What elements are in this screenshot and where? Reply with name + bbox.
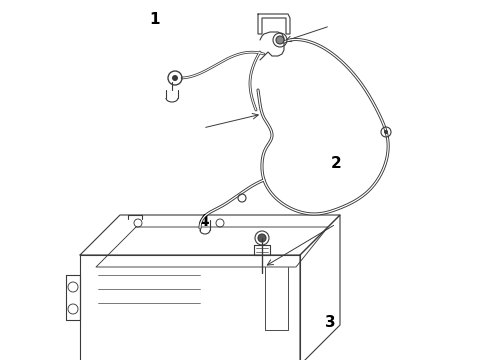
Text: 3: 3 xyxy=(325,315,336,330)
Text: 4: 4 xyxy=(198,214,209,229)
Text: 2: 2 xyxy=(330,156,341,171)
Circle shape xyxy=(258,234,266,242)
Circle shape xyxy=(276,36,284,44)
Text: 1: 1 xyxy=(149,12,160,27)
Circle shape xyxy=(172,75,178,81)
Circle shape xyxy=(384,130,388,134)
